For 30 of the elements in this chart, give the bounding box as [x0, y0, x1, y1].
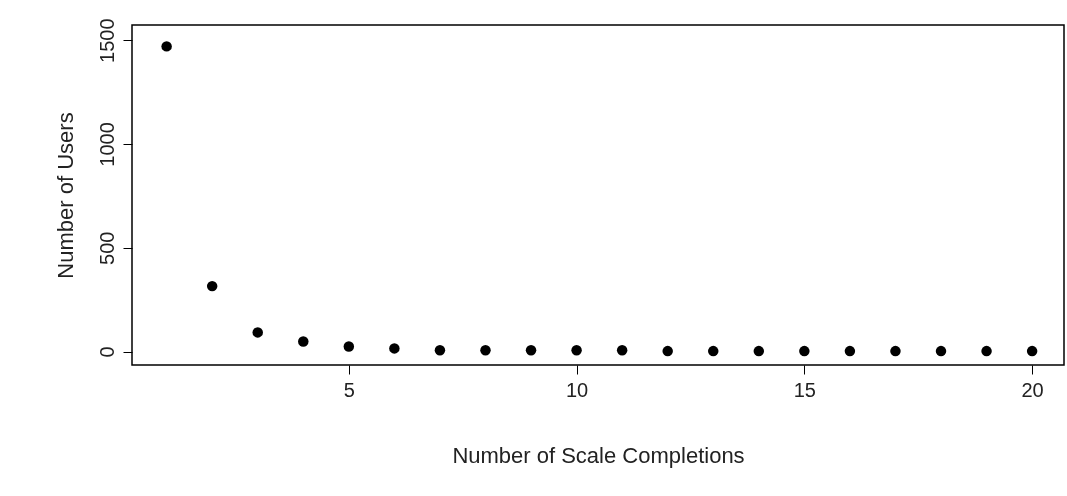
x-tick-label: 15: [793, 378, 816, 401]
point: [890, 345, 901, 357]
point: [753, 345, 765, 357]
point: [571, 345, 582, 356]
point: [662, 345, 673, 357]
point: [252, 327, 263, 338]
point: [799, 345, 810, 357]
x-axis-title: Number of Scale Completions: [452, 442, 745, 468]
y-tick-label: 1000: [95, 122, 118, 167]
point: [1026, 345, 1038, 357]
point: [434, 345, 446, 356]
y-tick-label: 500: [95, 231, 118, 265]
point: [389, 343, 400, 354]
point: [161, 41, 172, 52]
point: [298, 336, 309, 347]
x-tick-label: 20: [1021, 378, 1044, 401]
y-axis-title: Number of Users: [52, 112, 78, 279]
x-tick-label: 5: [343, 378, 355, 401]
point: [343, 341, 355, 352]
point: [480, 345, 491, 356]
y-tick-label: 1500: [95, 18, 118, 63]
point: [708, 345, 719, 357]
x-tick-label: 10: [565, 378, 589, 401]
point: [616, 345, 628, 356]
y-tick-label: 0: [95, 346, 118, 358]
point: [206, 280, 218, 292]
point: [935, 345, 947, 357]
point: [525, 345, 537, 356]
point: [981, 345, 992, 357]
point: [844, 345, 856, 357]
